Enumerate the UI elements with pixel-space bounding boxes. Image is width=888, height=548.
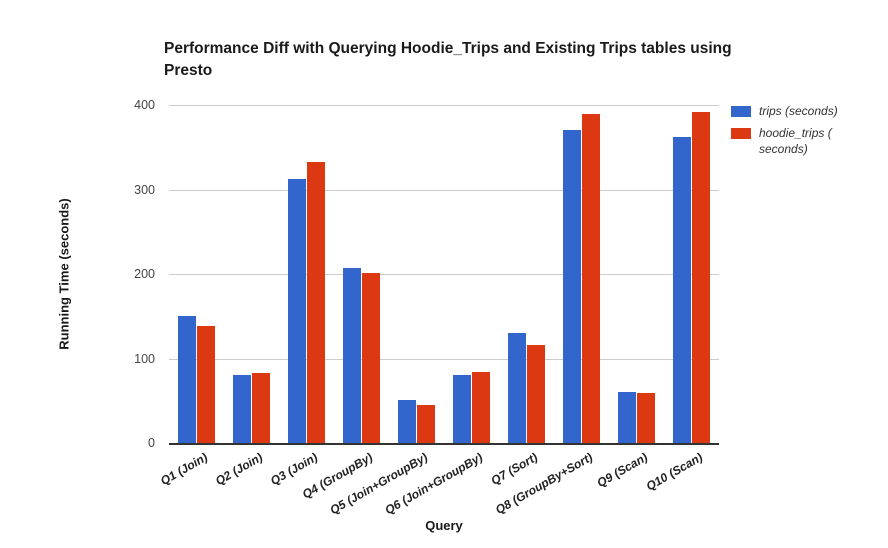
bar-group [279, 105, 334, 443]
bar-trips [453, 375, 471, 443]
bar-trips [178, 316, 196, 443]
bar-hoodie_trips [472, 372, 490, 443]
x-tick-label: Q6 (Join+GroupBy) [381, 450, 485, 518]
bar-hoodie_trips [637, 393, 655, 443]
y-tick-label: 300 [134, 182, 155, 197]
bar-group [444, 105, 499, 443]
legend-label: trips (seconds) [759, 104, 838, 118]
x-tick-label: Q10 (Scan) [643, 450, 705, 494]
y-tick-label: 400 [134, 98, 155, 112]
y-tick-label: 100 [134, 351, 155, 366]
y-tick-label: 0 [148, 436, 155, 450]
bar-hoodie_trips [252, 372, 270, 443]
bar-trips [288, 179, 306, 443]
bar-trips [508, 333, 526, 443]
bar-hoodie_trips [362, 273, 380, 443]
legend-item: hoodie_trips ( seconds) [731, 125, 881, 157]
gridline [169, 105, 719, 106]
legend-item: trips (seconds) [731, 103, 881, 119]
x-tick-label: Q9 (Scan) [593, 450, 650, 491]
bar-hoodie_trips [527, 344, 545, 443]
bar-group [499, 105, 554, 443]
bar-trips [343, 268, 361, 443]
y-axis-title: Running Time (seconds) [56, 198, 72, 350]
x-axis-labels: Q1 (Join) Q2 (Join) Q3 (Join) Q4 (GroupBy) Q… [157, 450, 719, 522]
x-tick-label: Q8 (GroupBy+Sort) [492, 450, 595, 517]
bar-hoodie_trips [692, 111, 710, 443]
bar-trips [233, 375, 251, 443]
legend: trips (seconds) hoodie_trips ( seconds) [731, 103, 881, 163]
bar-group [554, 105, 609, 443]
bars-layer [169, 105, 719, 443]
bar-group [664, 105, 719, 443]
bar-trips [563, 129, 581, 443]
bar-group [609, 105, 664, 443]
x-tick-label: Q1 (Join) [157, 450, 210, 489]
bar-group [169, 105, 224, 443]
bar-hoodie_trips [417, 404, 435, 443]
chart-title: Performance Diff with Querying Hoodie_Tr… [164, 40, 732, 79]
x-axis-title: Query [425, 518, 463, 533]
bar-trips [618, 392, 636, 443]
gridline [169, 274, 719, 275]
y-tick-label: 200 [134, 267, 155, 281]
bar-hoodie_trips [582, 114, 600, 443]
gridline [169, 189, 719, 191]
bar-group [224, 105, 279, 443]
x-tick-label: Q2 (Join) [212, 450, 265, 489]
plot-area [169, 105, 719, 445]
legend-label: hoodie_trips ( seconds) [759, 126, 832, 156]
bar-hoodie_trips [197, 326, 215, 443]
bar-group [389, 105, 444, 443]
bar-trips [398, 399, 416, 443]
y-axis-ticks: 0 100 200 300 400 [80, 98, 155, 450]
bar-trips [673, 137, 691, 443]
bar-hoodie_trips [307, 162, 325, 443]
legend-swatch [731, 106, 751, 117]
legend-swatch [731, 128, 751, 139]
bar-group [334, 105, 389, 443]
gridline [169, 358, 719, 360]
x-tick-label: Q5 (Join+GroupBy) [326, 450, 430, 518]
